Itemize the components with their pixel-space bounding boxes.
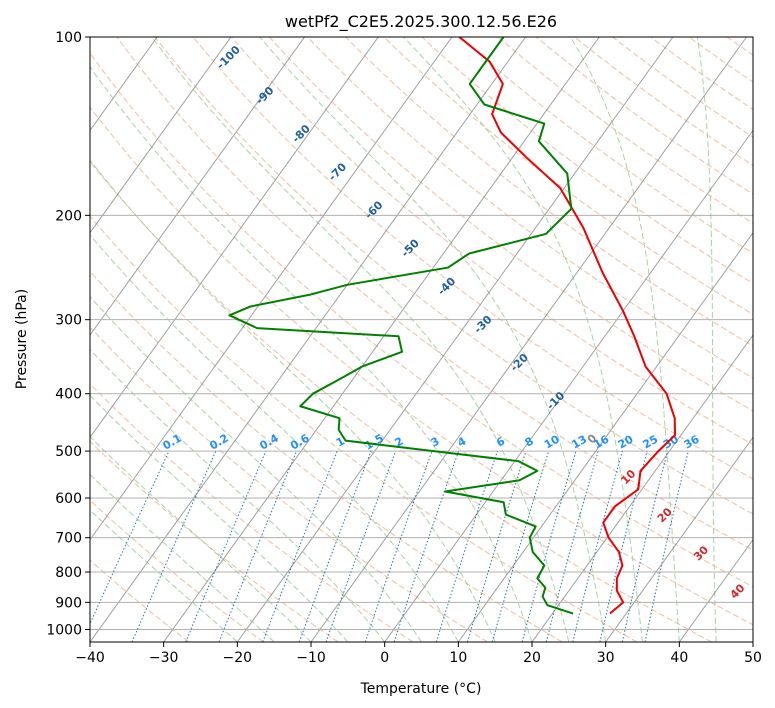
- mixing-ratio-line: [262, 450, 338, 642]
- isotherm-line: [0, 37, 84, 642]
- mixing-ratio-line: [644, 450, 689, 642]
- dry-adiabat-line: [90, 215, 638, 642]
- mixing-ratio-line: [545, 450, 599, 642]
- mixing-ratio-line: [435, 450, 498, 642]
- dewpoint-line: [228, 37, 574, 615]
- y-tick-label: 900: [55, 595, 82, 611]
- dry-adiabat-line: [90, 440, 339, 642]
- x-axis: −40 −30 −20 −10 0 10 20 30 40 50: [75, 642, 762, 666]
- moist-adiabat-line: [90, 473, 275, 642]
- moist-adiabat-line: [90, 159, 496, 642]
- moist-adiabat-line: [90, 509, 238, 642]
- dry-adiabat-line: [192, 37, 753, 480]
- isotherm-line: [90, 37, 527, 642]
- dry-adiabat-line: [90, 559, 190, 642]
- y-tick-label: 400: [55, 387, 82, 403]
- x-tick-label: −40: [75, 650, 105, 666]
- dry-adiabat-line: [90, 52, 753, 588]
- isotherm-line: [0, 37, 10, 642]
- dry-adiabat-line: [421, 37, 753, 285]
- mixing-ratio-line: [621, 450, 669, 642]
- mixing-ratio-line: [131, 450, 217, 642]
- y-tick-label: 1000: [46, 622, 82, 638]
- moist-adiabat-line: [90, 394, 349, 642]
- isotherm-line: [90, 37, 379, 439]
- y-tick-label: 700: [55, 531, 82, 547]
- dry-adiabat-line: [90, 270, 563, 642]
- dry-adiabat-line: [345, 37, 753, 347]
- dry-adiabat-line: [269, 37, 753, 412]
- dry-adiabat-line: [383, 37, 753, 316]
- isotherm-line: [752, 641, 753, 642]
- isotherm-line: [531, 334, 753, 642]
- mixing-ratio-line: [185, 450, 267, 642]
- x-tick-label: 20: [523, 650, 541, 666]
- moist-adiabat-line: [90, 348, 386, 642]
- moist-adiabat-line: [696, 37, 717, 642]
- mixing-ratio-line: [599, 450, 648, 642]
- mixing-ratio-line: [467, 450, 527, 642]
- isotherm-line: [236, 37, 674, 642]
- x-tick-label: 0: [380, 650, 389, 666]
- isotherm-line: [90, 37, 232, 234]
- moist-adiabat-line: [90, 65, 533, 642]
- isotherm-line: [90, 37, 453, 541]
- background-lines: [0, 37, 753, 642]
- dry-adiabat-line: [154, 37, 753, 515]
- moist-adiabat-line: [403, 37, 643, 642]
- chart-title: wetPf2_C2E5.2025.300.12.56.E26: [285, 12, 557, 32]
- y-axis-label: Pressure (hPa): [14, 289, 30, 389]
- y-tick-label: 300: [55, 313, 82, 329]
- x-tick-label: 50: [744, 650, 762, 666]
- x-axis-label: Temperature (°C): [360, 681, 482, 697]
- isotherm-line: [310, 37, 748, 642]
- moist-adiabat-line: [569, 37, 680, 642]
- moist-adiabat-line: [151, 37, 570, 642]
- profile-lines: [228, 37, 677, 615]
- dry-adiabat-line: [90, 106, 753, 626]
- y-tick-label: 800: [55, 565, 82, 581]
- mixing-ratio-line: [298, 450, 372, 642]
- moist-adiabat-line: [259, 37, 607, 642]
- moist-adiabat-line: [90, 234, 459, 642]
- isotherm-line: [384, 129, 753, 642]
- x-tick-label: −10: [296, 650, 326, 666]
- moist-adiabat-line: [90, 435, 312, 642]
- y-axis: 100 200 300 400 500 600 700 800 900 1000: [46, 30, 90, 638]
- mixing-ratio-line: [325, 450, 397, 642]
- mixing-ratio-line: [218, 450, 298, 642]
- temperature-line: [458, 37, 677, 615]
- y-tick-label: 600: [55, 491, 82, 507]
- x-tick-label: 30: [597, 650, 615, 666]
- mixing-ratio-line: [491, 450, 550, 642]
- isotherm-line: [163, 37, 600, 642]
- x-tick-label: −30: [149, 650, 179, 666]
- y-tick-label: 100: [55, 30, 82, 46]
- y-tick-label: 200: [55, 208, 82, 224]
- x-tick-label: 40: [670, 650, 688, 666]
- dry-adiabat-line: [90, 326, 488, 642]
- isotherm-line: [605, 436, 753, 642]
- x-tick-label: 10: [449, 650, 467, 666]
- y-tick-label: 500: [55, 444, 82, 460]
- mixing-ratio-line: [364, 450, 433, 642]
- plot-frame: [89, 36, 754, 643]
- mixing-ratio-line: [90, 450, 170, 625]
- x-tick-label: −20: [223, 650, 253, 666]
- mixing-ratio-line: [393, 450, 460, 642]
- dry-adiabat-line: [90, 160, 712, 642]
- isotherm-line: [678, 538, 753, 642]
- isotherm-line: [90, 37, 306, 336]
